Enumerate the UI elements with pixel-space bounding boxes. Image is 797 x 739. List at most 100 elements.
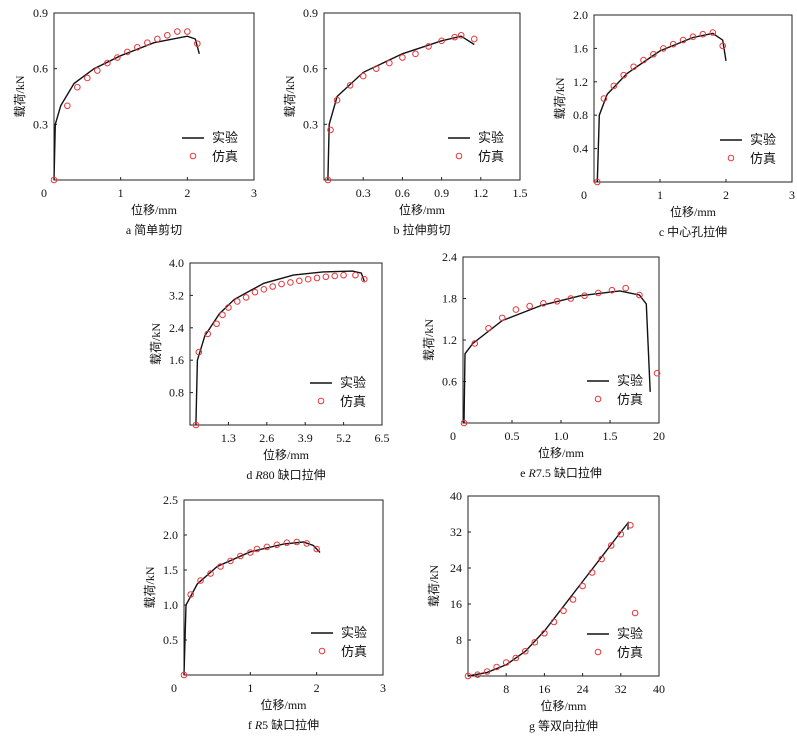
simulation-point [187, 591, 194, 598]
y-tick-label: 0.9 [303, 6, 318, 20]
y-tick-label: 32 [450, 525, 462, 539]
x-tick-label: 40 [653, 682, 665, 696]
y-axis-label: 载荷/kN [13, 75, 27, 117]
simulation-point [174, 28, 181, 35]
simulation-point [653, 369, 661, 377]
x-tick-label: 0.6 [395, 186, 410, 200]
simulation-point [207, 570, 214, 577]
y-tick-label: 0.3 [33, 117, 48, 131]
simulation-point [287, 279, 294, 286]
legend-circle-icon [594, 395, 602, 403]
x-axis-label: 位移/mm [260, 697, 307, 712]
y-axis-label: 载荷/kN [422, 319, 436, 361]
simulation-point [502, 659, 510, 666]
y-tick-label: 2.0 [573, 8, 588, 22]
x-tick-label: 0.3 [356, 186, 371, 200]
x-tick-label: 1.2 [473, 186, 488, 200]
simulation-point [512, 306, 520, 313]
x-tick-label: 0.9 [434, 186, 449, 200]
y-tick-label: 0.4 [573, 142, 588, 156]
simulation-point [425, 43, 432, 50]
simulation-point [340, 271, 347, 279]
x-tick-label: 24 [577, 682, 589, 696]
simulation-point [164, 31, 171, 39]
legend-circle-icon [727, 154, 735, 162]
x-axis-label: 位移/mm [131, 202, 178, 217]
x-tick-label: 2.6 [259, 431, 274, 445]
simulation-point [114, 54, 121, 61]
legend-simulation: 仿真 [617, 392, 643, 407]
chart-e: 0 0.5 1.0 1.5 20 0.6 1.2 1.8 2.4 位移/mm 载荷/kN e R7.5… [422, 250, 665, 480]
chart-caption: g 等双向拉伸 [529, 718, 598, 733]
x-tick-label: 3 [251, 186, 257, 200]
simulation-point [204, 330, 212, 338]
x-tick-label: 0 [41, 186, 47, 200]
y-tick-label: 2.5 [163, 493, 178, 507]
simulation-point [412, 50, 419, 58]
simulation-point [438, 37, 445, 45]
x-tick-label: 5.2 [336, 431, 351, 445]
simulation-point [689, 33, 697, 41]
legend-experiment: 实验 [212, 130, 238, 145]
simulation-point [699, 30, 707, 38]
y-tick-label: 2.0 [163, 528, 178, 542]
simulation-point [567, 295, 575, 302]
experiment-line [463, 290, 651, 424]
simulation-point [560, 607, 567, 615]
plot-frame [183, 499, 384, 676]
simulation-point [251, 288, 259, 296]
y-tick-label: 1.6 [169, 353, 184, 367]
simulation-point [359, 72, 367, 80]
y-tick-label: 2.4 [442, 250, 457, 264]
x-tick-label: 1 [118, 186, 124, 200]
experiment-line [195, 270, 365, 426]
simulation-point [610, 82, 618, 90]
x-tick-label: 1 [247, 681, 253, 695]
simulation-point [278, 280, 285, 288]
simulation-point [660, 45, 667, 52]
simulation-point [313, 274, 321, 282]
x-tick-label: 32 [615, 682, 627, 696]
simulation-point [237, 552, 244, 560]
simulation-point [526, 302, 533, 310]
y-tick-label: 1.0 [163, 598, 178, 612]
plot-frame [53, 12, 255, 181]
simulation-point [474, 671, 481, 678]
simulation-point [269, 283, 277, 290]
legend-simulation: 仿真 [340, 394, 366, 409]
legend-experiment: 实验 [478, 130, 504, 145]
simulation-point [679, 36, 687, 44]
chart-caption: e R7.5 缺口拉伸 [520, 465, 602, 480]
y-tick-label: 0.3 [303, 117, 318, 131]
x-tick-label: 1 [657, 188, 663, 202]
y-axis-label: 载荷/kN [553, 77, 567, 119]
x-tick-label: 16 [538, 682, 550, 696]
y-tick-label: 0.8 [169, 386, 184, 400]
x-tick-label: 0 [581, 188, 587, 202]
simulation-point [531, 638, 539, 646]
chart-caption: d R80 缺口拉伸 [246, 467, 325, 482]
simulation-point [324, 176, 332, 184]
simulation-point [460, 419, 468, 427]
simulation-point [50, 176, 58, 184]
x-tick-label: 3 [789, 188, 795, 202]
simulation-point [600, 95, 608, 102]
simulation-point [293, 538, 301, 546]
simulation-point [346, 82, 354, 89]
experiment-line [53, 35, 200, 181]
y-tick-label: 0.6 [303, 62, 318, 76]
x-tick-label: 2 [184, 186, 190, 200]
simulation-point [333, 96, 341, 104]
x-axis-label: 位移/mm [399, 202, 446, 217]
simulation-point [263, 543, 271, 551]
y-tick-label: 40 [450, 489, 462, 503]
simulation-point [620, 71, 628, 79]
y-tick-label: 1.5 [163, 563, 178, 577]
simulation-point [399, 54, 406, 61]
x-tick-label: 1.5 [603, 429, 618, 443]
simulation-point [304, 275, 312, 283]
simulation-point [331, 272, 339, 280]
simulation-point [464, 672, 472, 680]
simulation-point [622, 284, 629, 292]
